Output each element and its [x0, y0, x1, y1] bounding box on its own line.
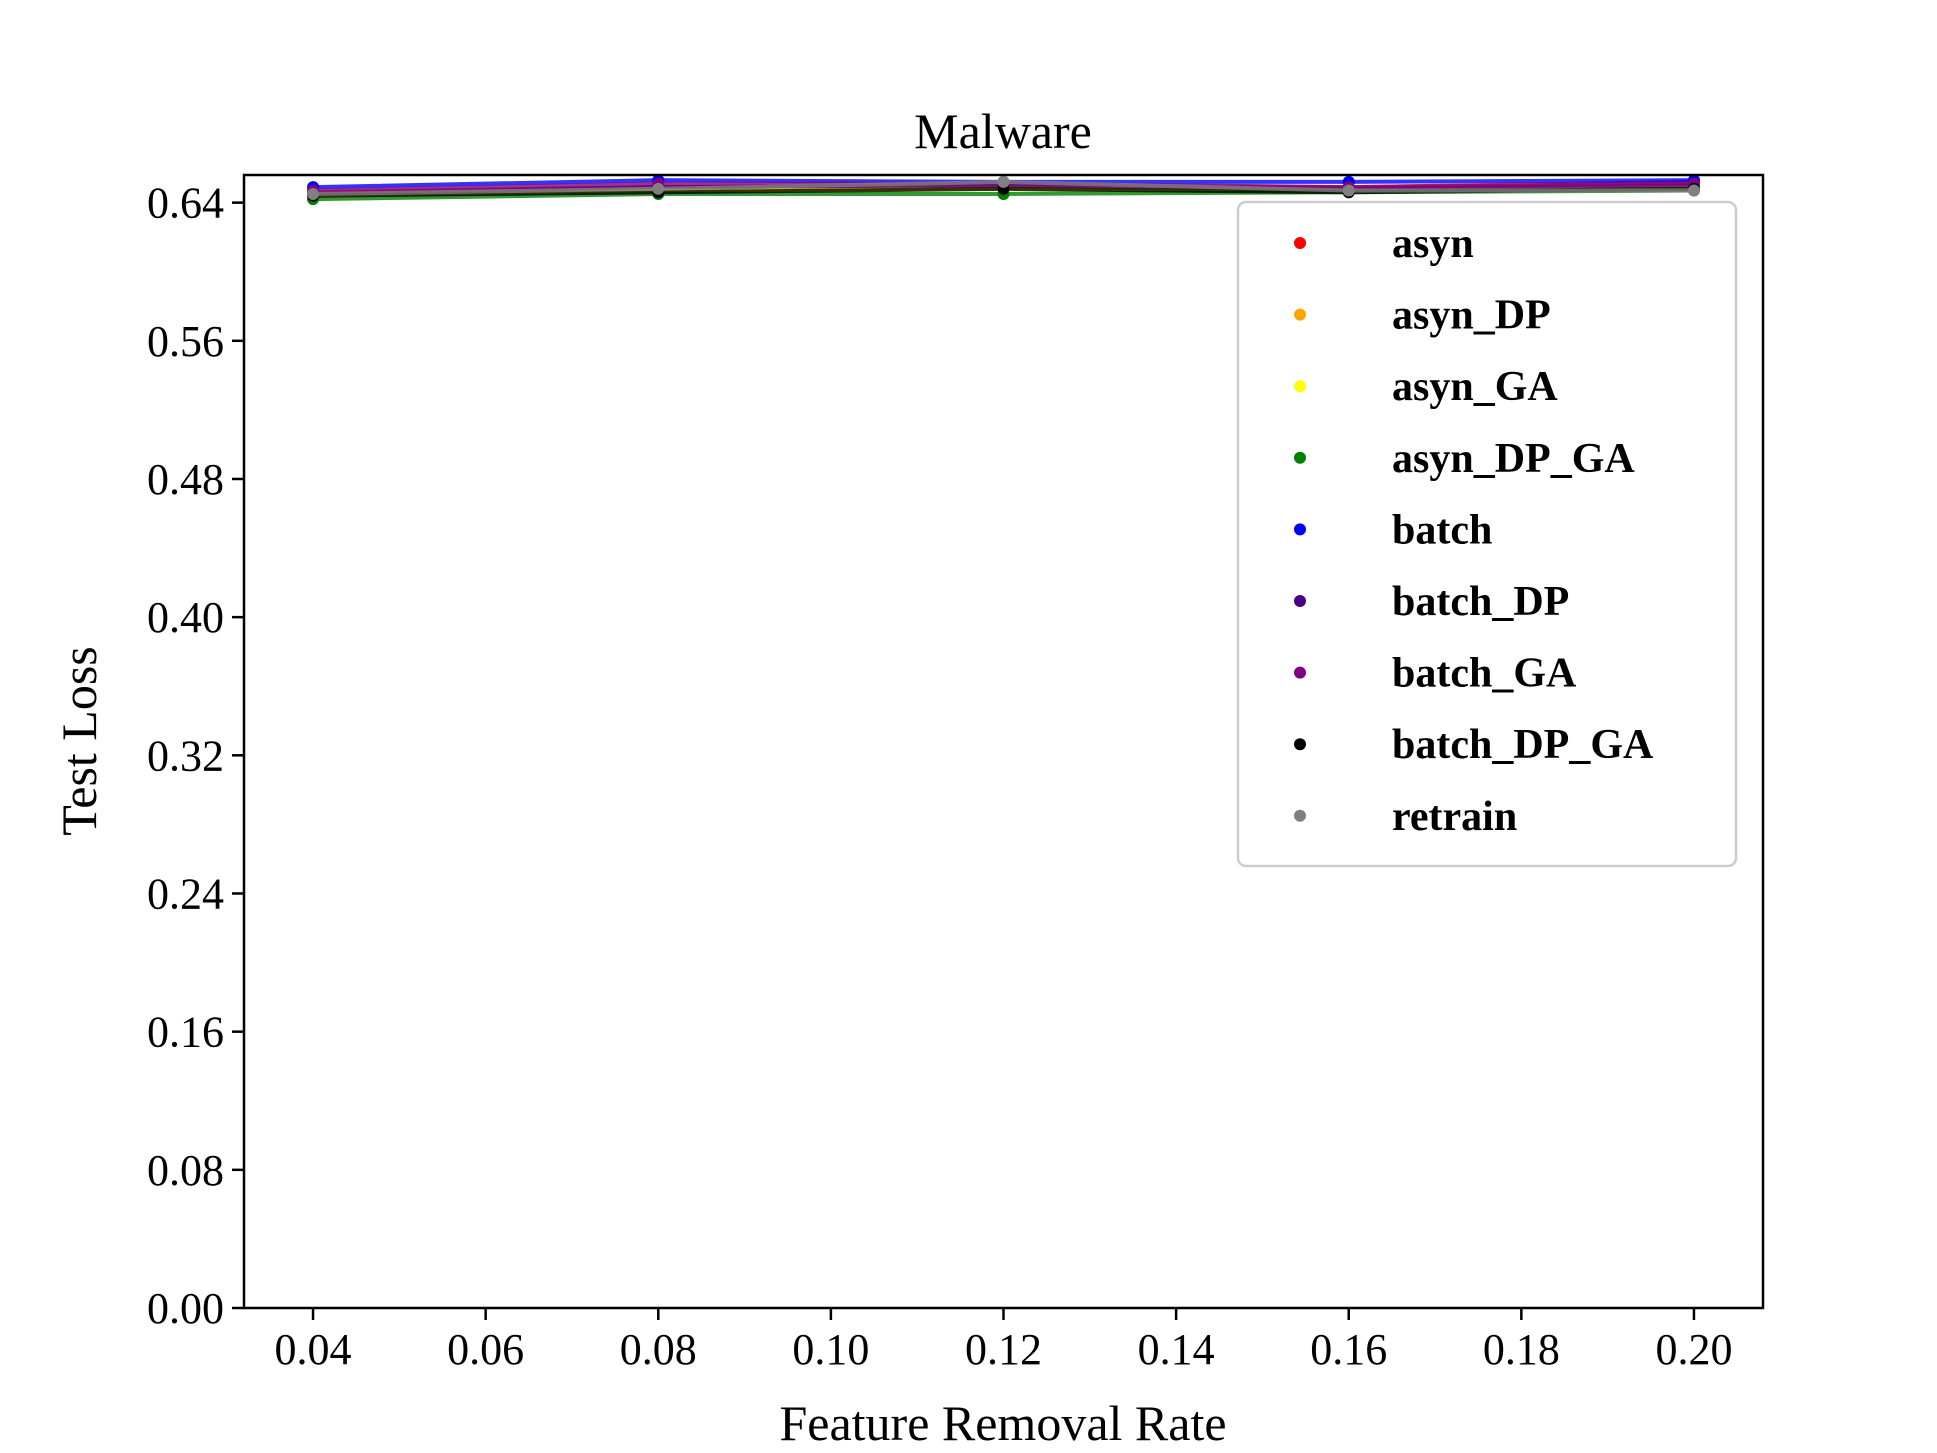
y-axis: 0.00 0.08 0.16 0.24 0.32 0.40 0.48 0.56 0.64: [147, 179, 244, 1333]
y-tick-label: 0.32: [147, 731, 224, 780]
chart-title: Malware: [914, 103, 1092, 159]
x-axis: 0.04 0.06 0.08 0.10 0.12 0.14 0.16 0.18 0.20: [275, 1308, 1732, 1374]
legend-item: batch_DP_GA: [1294, 722, 1654, 768]
legend-label: batch_DP_GA: [1392, 722, 1654, 768]
legend-box: [1236, 200, 1738, 868]
x-tick-label: 0.18: [1483, 1325, 1560, 1374]
legend-label: retrain: [1392, 794, 1517, 840]
y-tick-label: 0.64: [147, 179, 224, 228]
y-tick-label: 0.16: [147, 1008, 224, 1057]
y-tick-label: 0.48: [147, 455, 224, 504]
legend-marker: [1294, 809, 1306, 822]
data-point: [307, 187, 320, 200]
legend-label: batch_DP: [1392, 579, 1569, 625]
y-tick-label: 0.08: [147, 1146, 224, 1195]
x-tick-label: 0.12: [965, 1325, 1042, 1374]
x-tick-label: 0.20: [1655, 1325, 1732, 1374]
y-tick-label: 0.56: [147, 317, 224, 366]
x-axis-title: Feature Removal Rate: [779, 1395, 1226, 1451]
legend-item: asyn_DP_GA: [1294, 436, 1635, 482]
legend-marker: [1294, 666, 1306, 679]
data-point: [652, 182, 665, 195]
legend-marker: [1294, 308, 1306, 321]
legend-label: batch_GA: [1392, 651, 1577, 697]
x-tick-label: 0.16: [1310, 1325, 1387, 1374]
plot-area: [307, 174, 1700, 206]
legend-item: asyn_DP: [1294, 293, 1551, 339]
y-axis-title: Test Loss: [51, 646, 107, 836]
legend-label: batch: [1392, 507, 1492, 553]
legend-item: batch_DP: [1294, 579, 1569, 625]
legend-item: batch_GA: [1294, 651, 1577, 697]
legend-item: asyn_GA: [1294, 364, 1558, 410]
data-point: [1687, 184, 1700, 197]
legend-item: asyn: [1294, 221, 1474, 267]
legend-marker: [1294, 380, 1306, 393]
x-tick-label: 0.06: [447, 1325, 524, 1374]
x-tick-label: 0.10: [792, 1325, 869, 1374]
series-layer: [307, 174, 1700, 206]
data-point: [1342, 184, 1355, 197]
legend-label: asyn_DP_GA: [1392, 436, 1635, 482]
legend-item: retrain: [1294, 794, 1517, 840]
legend-marker: [1294, 738, 1306, 751]
legend-marker: [1294, 523, 1306, 536]
legend-label: asyn_GA: [1392, 364, 1558, 410]
legend-marker: [1294, 451, 1306, 464]
y-tick-label: 0.24: [147, 869, 224, 918]
data-point: [997, 175, 1010, 188]
x-tick-label: 0.08: [620, 1325, 697, 1374]
x-tick-label: 0.04: [275, 1325, 352, 1374]
legend-item: batch: [1294, 507, 1492, 553]
y-tick-label: 0.00: [147, 1284, 224, 1333]
legend-marker: [1294, 237, 1306, 249]
x-tick-label: 0.14: [1138, 1325, 1215, 1374]
legend-label: asyn_DP: [1392, 293, 1551, 339]
legend-marker: [1294, 595, 1306, 607]
series-retrain: [307, 175, 1700, 200]
legend-label: asyn: [1392, 221, 1474, 267]
y-tick-label: 0.40: [147, 593, 224, 642]
